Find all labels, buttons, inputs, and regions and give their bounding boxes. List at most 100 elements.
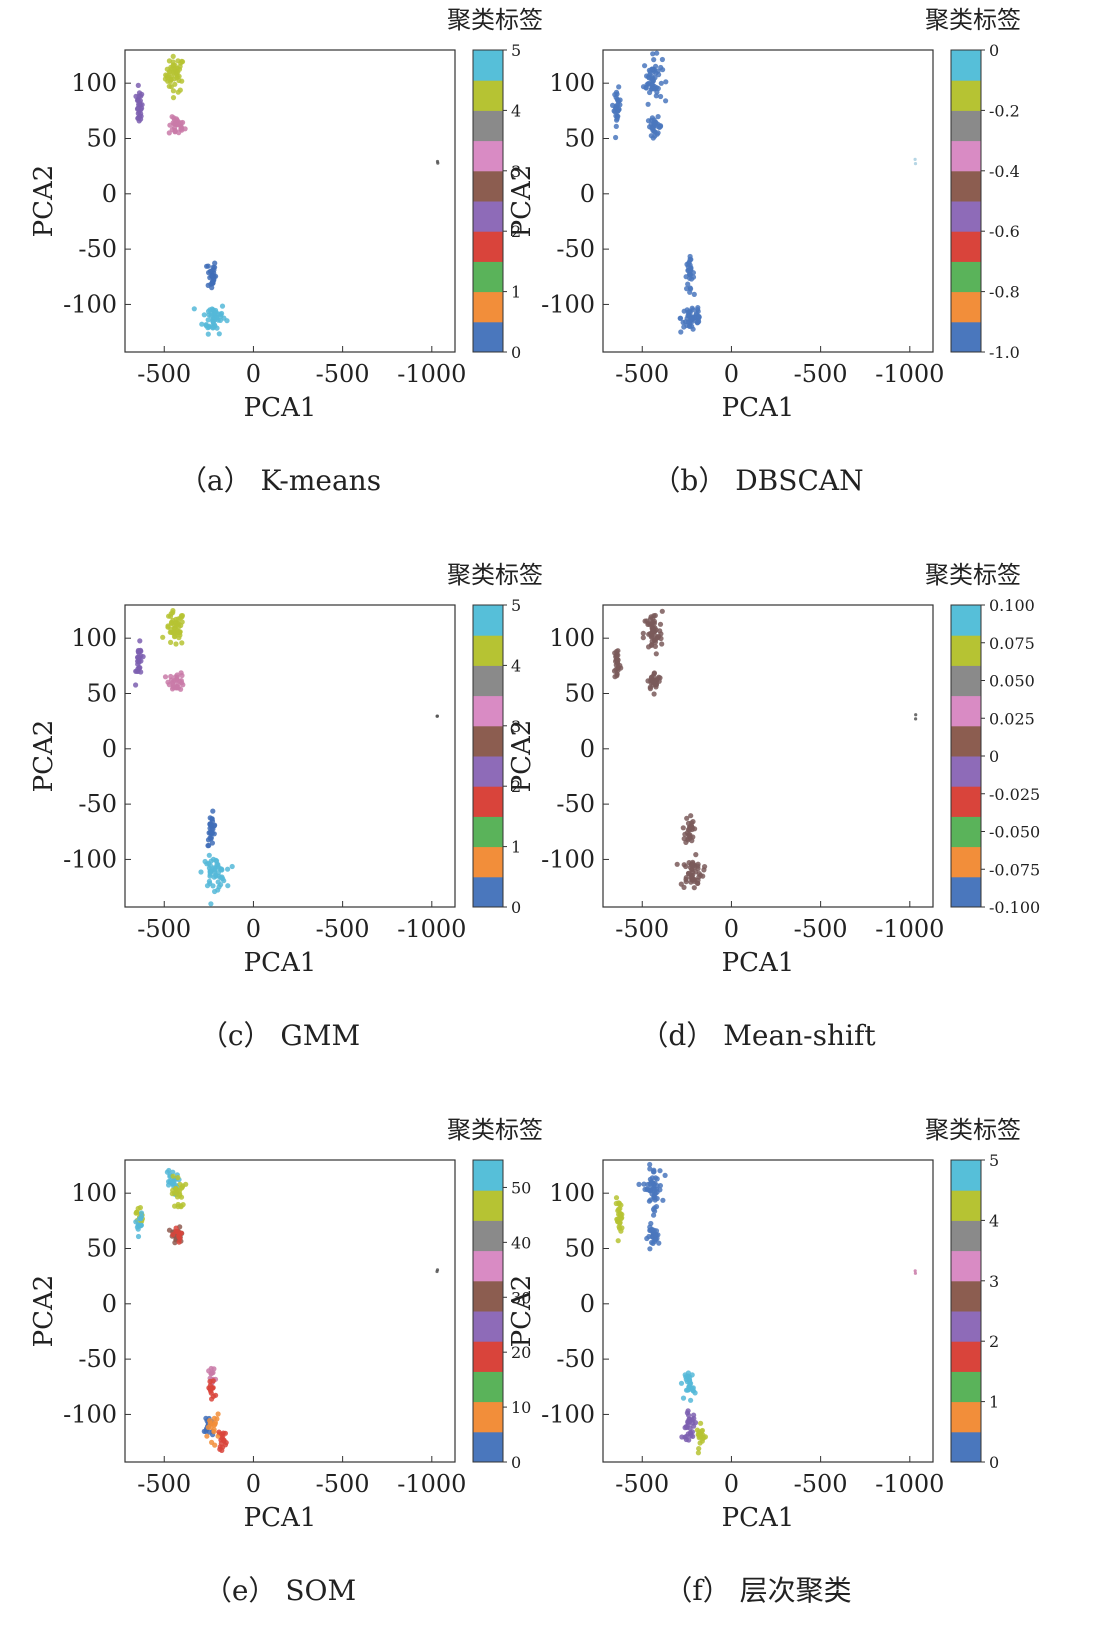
data-point: [179, 672, 185, 679]
cluster-3: [205, 808, 218, 849]
colorbar-band: [951, 201, 981, 232]
data-point: [201, 312, 207, 318]
data-point: [173, 641, 179, 647]
colorbar-band: [951, 110, 981, 142]
data-point: [179, 78, 185, 84]
data-point: [212, 822, 218, 828]
colorbar-band: [951, 321, 981, 353]
y-tick-label: 0: [102, 180, 117, 208]
data-point: [435, 159, 440, 164]
colorbar-band: [951, 231, 981, 262]
data-point: [164, 73, 170, 79]
data-point: [649, 115, 656, 121]
data-point: [170, 1180, 177, 1186]
x-axis-label: PCA1: [244, 948, 317, 978]
data-point: [225, 883, 231, 889]
data-point: [651, 691, 657, 697]
colorbar-tick-label: 10: [511, 1398, 531, 1417]
data-point: [136, 654, 142, 660]
data-point: [678, 329, 684, 335]
data-point: [172, 1240, 178, 1246]
data-point: [170, 95, 177, 101]
cluster-1: [133, 638, 146, 688]
data-point: [616, 1201, 622, 1207]
colorbar-frame: [472, 604, 504, 908]
data-point: [170, 53, 176, 60]
colorbar-tick-label: 0.050: [989, 672, 1035, 691]
y-tick-label: -100: [541, 1400, 595, 1428]
data-point: [659, 56, 666, 63]
data-point: [133, 682, 139, 688]
data-point: [224, 318, 230, 324]
data-point: [203, 323, 209, 329]
y-tick-label: -100: [63, 1400, 117, 1428]
cluster-4: [674, 852, 708, 891]
data-point: [685, 309, 691, 315]
data-point: [653, 1175, 659, 1181]
data-point: [135, 82, 141, 88]
colorbar-band: [951, 1220, 981, 1252]
data-point: [170, 62, 176, 68]
data-point: [683, 1374, 689, 1380]
data-point: [178, 622, 184, 629]
data-point: [677, 315, 683, 321]
data-point: [179, 680, 185, 686]
colorbar-tick-label: 1: [989, 1393, 999, 1412]
data-point: [655, 68, 661, 74]
data-point: [652, 637, 659, 643]
data-point: [204, 263, 210, 269]
data-point: [175, 69, 181, 75]
colorbar-tick-label: 30: [511, 1288, 531, 1307]
data-point: [166, 83, 172, 89]
data-point: [640, 635, 646, 641]
data-point: [645, 678, 651, 684]
data-point: [169, 127, 175, 133]
data-point: [651, 83, 657, 89]
data-point: [654, 89, 660, 95]
cluster-1: [613, 1195, 625, 1244]
x-tick-label: 0: [246, 360, 261, 388]
data-point: [210, 325, 216, 331]
x-tick-label: 0: [724, 1470, 739, 1498]
cluster-3: [678, 1370, 698, 1403]
data-point: [209, 279, 216, 285]
plot-area: [124, 1159, 456, 1463]
data-point: [134, 106, 141, 112]
y-axis-label: PCA2: [507, 165, 537, 238]
data-point: [655, 123, 661, 129]
cluster-1: [611, 648, 624, 680]
data-point: [205, 331, 211, 337]
colorbar: 0 1 2 3 4 5 聚类标签: [925, 1116, 1021, 1472]
data-point: [215, 1411, 221, 1417]
y-tick-label: 50: [564, 124, 595, 152]
data-point: [206, 878, 212, 885]
scatter-points: [133, 1167, 440, 1453]
data-point: [614, 657, 620, 663]
cluster-0: [162, 53, 186, 101]
cluster-0: [640, 50, 669, 107]
panel-d: -500 0 -500 -1000100500-50-100PCA1PCA2-0.10…: [507, 561, 1040, 1052]
data-point: [691, 291, 697, 297]
data-point: [652, 612, 658, 619]
colorbar-band: [473, 1371, 503, 1403]
data-point: [209, 830, 215, 836]
data-point: [208, 311, 214, 317]
data-point: [653, 681, 659, 687]
data-point: [913, 1269, 917, 1273]
data-point: [680, 1395, 687, 1401]
colorbar-tick-label: 3: [511, 717, 521, 736]
data-point: [169, 1191, 175, 1197]
data-point: [647, 1161, 653, 1168]
data-point: [209, 268, 215, 274]
data-point: [651, 1169, 657, 1175]
data-point: [172, 81, 178, 87]
y-tick-label: 100: [71, 1179, 117, 1207]
colorbar-band: [951, 80, 981, 111]
y-tick-label: 50: [564, 679, 595, 707]
data-point: [658, 631, 664, 637]
colorbar-tick-label: 5: [511, 596, 521, 615]
x-tick-label: -1000: [397, 915, 466, 943]
data-point: [210, 1393, 216, 1399]
colorbar-tick-label: 4: [989, 1211, 999, 1230]
y-tick-label: 100: [71, 624, 117, 652]
